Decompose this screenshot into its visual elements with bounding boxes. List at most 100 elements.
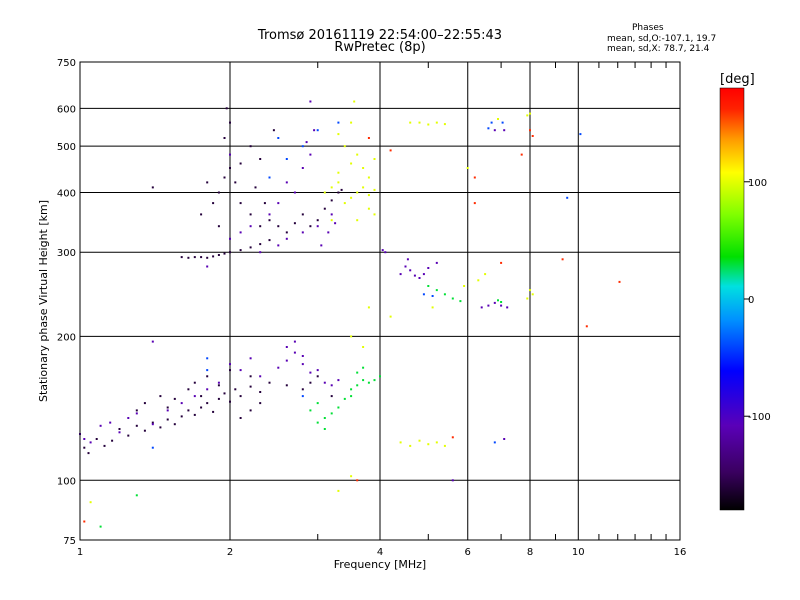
data-point — [323, 191, 326, 194]
data-point — [229, 400, 231, 403]
data-point — [83, 438, 86, 440]
data-point — [309, 409, 312, 412]
data-point — [373, 379, 376, 382]
phase-stats-o: mean, sd,O:-107.1, 19.7 — [607, 34, 717, 44]
colorbar-tick-label: 100 — [748, 178, 767, 189]
y-axis-label: Stationary phase Virtual Height [km] — [37, 200, 50, 402]
data-point — [200, 406, 203, 409]
data-points — [79, 100, 621, 528]
data-point — [422, 293, 425, 296]
data-point — [323, 417, 326, 419]
data-point — [285, 158, 288, 160]
data-point — [229, 369, 231, 372]
data-point — [166, 409, 169, 412]
data-point — [143, 402, 146, 405]
data-point — [367, 137, 370, 139]
data-point — [151, 421, 154, 424]
data-point — [316, 402, 319, 405]
data-point — [356, 191, 359, 194]
data-point — [435, 441, 438, 444]
x-tick-label: 1 — [77, 547, 83, 558]
data-point — [249, 246, 252, 249]
data-point — [373, 213, 376, 216]
data-point — [343, 145, 346, 148]
data-point — [206, 388, 209, 391]
y-tick-label: 750 — [57, 58, 76, 69]
data-point — [180, 402, 183, 405]
data-point — [497, 299, 499, 302]
data-point — [427, 285, 430, 287]
colorbar-ticks: 100 0 -100 — [744, 178, 771, 423]
data-point — [316, 225, 319, 228]
data-point — [200, 395, 203, 398]
data-point — [337, 171, 340, 174]
data-point — [427, 267, 430, 269]
data-point — [466, 167, 469, 169]
data-point — [143, 429, 146, 432]
data-point — [206, 181, 209, 184]
data-point — [316, 219, 319, 222]
data-point — [418, 439, 421, 442]
data-point — [249, 357, 252, 360]
data-point — [301, 167, 304, 169]
data-point — [268, 176, 271, 179]
data-point — [277, 202, 280, 205]
data-point — [337, 406, 340, 409]
data-point — [443, 293, 446, 296]
data-point — [350, 196, 353, 199]
data-point — [373, 188, 376, 191]
data-point — [459, 300, 462, 303]
data-point — [526, 297, 529, 300]
data-point — [200, 213, 203, 216]
data-point — [223, 252, 226, 255]
data-point — [451, 297, 454, 300]
data-point — [406, 258, 409, 261]
data-point — [451, 436, 454, 439]
data-point — [330, 186, 333, 189]
data-point — [561, 258, 564, 261]
data-point — [293, 222, 296, 225]
y-tick-label: 100 — [57, 476, 76, 487]
data-point — [305, 141, 308, 144]
data-point — [118, 428, 121, 430]
x-tick-label: 8 — [527, 547, 533, 558]
data-point — [159, 395, 162, 398]
data-point — [135, 412, 138, 415]
data-point — [277, 225, 280, 228]
data-point — [316, 421, 319, 424]
data-point — [477, 279, 480, 282]
data-point — [427, 443, 430, 446]
data-point — [268, 381, 271, 384]
chart-title: Tromsø 20161119 22:54:00–22:55:43 — [257, 28, 503, 43]
data-point — [159, 426, 162, 429]
data-point — [356, 219, 359, 222]
data-point — [497, 118, 499, 120]
plot-frame — [79, 61, 681, 541]
data-point — [301, 231, 304, 234]
data-point — [356, 384, 359, 387]
data-point — [330, 395, 333, 398]
x-axis-ticks: 1 2 4 6 8 10 16 — [77, 62, 686, 558]
data-point — [350, 162, 353, 165]
data-point — [431, 306, 434, 309]
data-point — [435, 289, 438, 292]
data-point — [526, 114, 529, 117]
data-point — [490, 121, 493, 124]
data-point — [309, 225, 312, 228]
data-point — [229, 237, 231, 240]
data-point — [404, 265, 407, 268]
data-point — [323, 428, 326, 430]
data-point — [212, 255, 215, 258]
data-point — [180, 415, 183, 418]
data-point — [173, 397, 176, 400]
data-point — [301, 363, 304, 366]
x-tick-label: 2 — [227, 547, 233, 558]
data-point — [500, 261, 503, 264]
data-point — [166, 418, 169, 421]
data-point — [285, 231, 288, 234]
data-point — [531, 135, 534, 137]
data-point — [212, 410, 215, 413]
data-point — [259, 158, 262, 160]
data-point — [330, 213, 333, 216]
data-point — [83, 446, 86, 449]
